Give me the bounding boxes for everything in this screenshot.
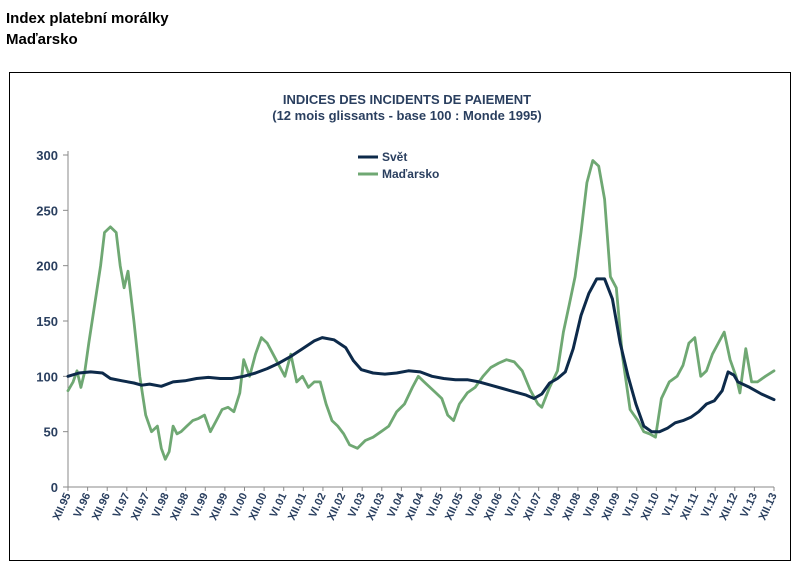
series-line-svet xyxy=(66,277,776,434)
chart-frame: INDICES DES INCIDENTS DE PAIEMENT (12 mo… xyxy=(9,72,791,561)
y-tick-label: 100 xyxy=(36,369,58,384)
x-tick-label: XII.95 xyxy=(51,491,74,522)
x-tick-label: XII.99 xyxy=(208,491,231,522)
chart-title: INDICES DES INCIDENTS DE PAIEMENT xyxy=(283,92,531,107)
page-title: Index platební morálky Maďarsko xyxy=(6,8,169,50)
x-tick-label: XII.04 xyxy=(404,490,427,522)
x-tick-label: XII.03 xyxy=(364,491,387,522)
legend: Svět Maďarsko xyxy=(358,150,439,181)
x-tick-label: XII.10 xyxy=(639,491,662,522)
x-tick-label: XII.11 xyxy=(679,491,702,522)
x-tick-label: XII.01 xyxy=(286,491,309,522)
x-tick-label: XII.07 xyxy=(521,491,544,522)
series-line-madarsko xyxy=(66,159,776,461)
page-title-line2: Maďarsko xyxy=(6,31,78,48)
y-tick-label: 50 xyxy=(44,425,58,440)
series-group xyxy=(66,159,776,461)
chart-subtitle: (12 mois glissants - base 100 : Monde 19… xyxy=(272,108,542,123)
x-tick-label: XII.97 xyxy=(129,491,152,522)
x-tick-label: XII.98 xyxy=(168,491,191,522)
x-tick-label: XII.12 xyxy=(717,491,740,522)
y-tick-label: 300 xyxy=(36,148,58,163)
x-tick-label: XII.08 xyxy=(561,491,584,522)
axes: 050100150200250300XII.95VI.96XII.96VI.97… xyxy=(36,148,779,522)
y-tick-label: 200 xyxy=(36,259,58,274)
page-title-line1: Index platební morálky xyxy=(6,10,169,27)
x-tick-label: XII.09 xyxy=(600,491,623,522)
y-tick-label: 0 xyxy=(51,480,58,495)
legend-label: Maďarsko xyxy=(382,167,439,181)
y-tick-label: 150 xyxy=(36,314,58,329)
x-tick-label: XII.96 xyxy=(90,491,113,522)
x-tick-label: XII.13 xyxy=(757,491,780,522)
chart-canvas: INDICES DES INCIDENTS DE PAIEMENT (12 mo… xyxy=(36,92,779,522)
x-tick-label: XII.02 xyxy=(325,491,348,522)
x-tick-label: XII.05 xyxy=(443,491,466,522)
x-tick-label: XII.00 xyxy=(247,491,270,522)
legend-label: Svět xyxy=(382,150,407,164)
x-tick-label: XII.06 xyxy=(482,491,505,522)
y-tick-label: 250 xyxy=(36,203,58,218)
